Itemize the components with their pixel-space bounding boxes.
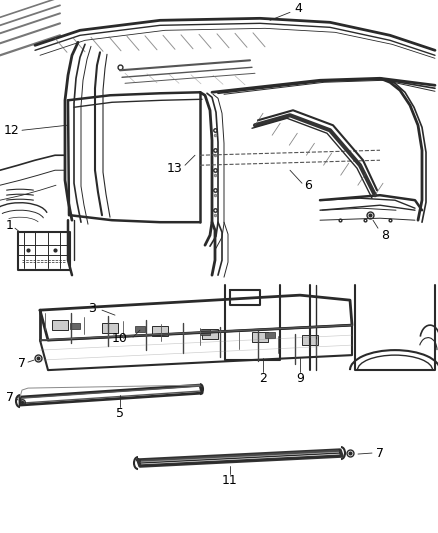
Text: 11: 11 bbox=[222, 473, 238, 487]
Bar bbox=[135, 326, 145, 332]
Text: 9: 9 bbox=[296, 372, 304, 385]
Text: 7: 7 bbox=[18, 357, 26, 369]
Text: 1: 1 bbox=[6, 219, 14, 232]
Text: 12: 12 bbox=[4, 124, 20, 137]
Text: 2: 2 bbox=[259, 372, 267, 385]
Text: 4: 4 bbox=[294, 2, 302, 15]
FancyBboxPatch shape bbox=[202, 329, 218, 339]
Text: 10: 10 bbox=[112, 332, 128, 345]
Text: 7: 7 bbox=[6, 391, 14, 403]
FancyBboxPatch shape bbox=[152, 326, 168, 336]
Text: 5: 5 bbox=[116, 407, 124, 419]
FancyBboxPatch shape bbox=[302, 335, 318, 345]
FancyBboxPatch shape bbox=[102, 323, 118, 333]
Bar bbox=[200, 329, 210, 335]
Text: 7: 7 bbox=[376, 447, 384, 459]
FancyBboxPatch shape bbox=[52, 320, 68, 330]
FancyBboxPatch shape bbox=[252, 332, 268, 342]
Text: 6: 6 bbox=[304, 179, 312, 192]
Bar bbox=[70, 323, 80, 329]
Text: 8: 8 bbox=[381, 229, 389, 241]
Text: 13: 13 bbox=[167, 161, 183, 175]
Bar bbox=[265, 332, 275, 338]
Text: 3: 3 bbox=[88, 302, 96, 314]
